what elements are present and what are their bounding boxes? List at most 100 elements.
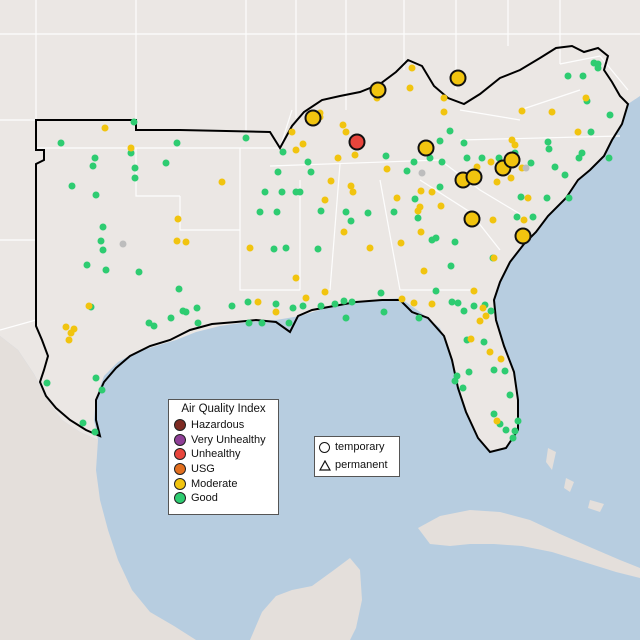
good-site-marker bbox=[79, 419, 87, 427]
moderate-site-marker bbox=[487, 158, 495, 166]
moderate-site-marker bbox=[406, 84, 414, 92]
circle-icon bbox=[319, 441, 330, 453]
no-data-site-marker bbox=[119, 240, 127, 248]
good-site-marker bbox=[99, 223, 107, 231]
good-site-marker bbox=[342, 208, 350, 216]
moderate-site-marker bbox=[351, 151, 359, 159]
moderate-site-marker bbox=[85, 302, 93, 310]
moderate-site-marker bbox=[410, 299, 418, 307]
moderate-site-marker bbox=[437, 202, 445, 210]
legend-row-good: Good bbox=[169, 491, 278, 506]
yucatan-land bbox=[250, 558, 362, 640]
mexico-land bbox=[0, 336, 196, 640]
good-site-marker bbox=[411, 195, 419, 203]
legend-label: USG bbox=[191, 463, 215, 476]
good-site-marker bbox=[414, 214, 422, 222]
good-site-marker bbox=[57, 139, 65, 147]
good-site-marker bbox=[317, 302, 325, 310]
good-site-marker bbox=[256, 208, 264, 216]
good-site-marker bbox=[314, 245, 322, 253]
good-site-marker bbox=[258, 319, 266, 327]
good-site-marker bbox=[605, 154, 613, 162]
good-site-marker bbox=[490, 410, 498, 418]
good-site-marker bbox=[272, 300, 280, 308]
good-site-marker bbox=[377, 289, 385, 297]
good-site-marker bbox=[273, 208, 281, 216]
good-site-marker bbox=[460, 307, 468, 315]
good-site-marker bbox=[194, 319, 202, 327]
good-site-marker bbox=[509, 434, 517, 442]
moderate-temporary-site-marker bbox=[503, 151, 521, 169]
good-site-marker bbox=[89, 162, 97, 170]
good-site-marker bbox=[410, 158, 418, 166]
good-site-marker bbox=[451, 238, 459, 246]
good-site-marker bbox=[578, 149, 586, 157]
good-site-marker bbox=[511, 427, 519, 435]
good-site-marker bbox=[545, 145, 553, 153]
good-site-marker bbox=[274, 168, 282, 176]
good-site-marker bbox=[340, 297, 348, 305]
good-site-marker bbox=[453, 372, 461, 380]
legend-label: permanent bbox=[335, 459, 388, 471]
moderate-site-marker bbox=[440, 108, 448, 116]
good-site-marker bbox=[514, 417, 522, 425]
moderate-temporary-site-marker bbox=[465, 168, 483, 186]
moderate-temporary-site-marker bbox=[514, 227, 532, 245]
good-site-marker bbox=[228, 302, 236, 310]
good-site-marker bbox=[91, 154, 99, 162]
legend-label: Moderate bbox=[191, 477, 238, 490]
bahamas-islands bbox=[546, 448, 604, 512]
moderate-site-marker bbox=[490, 254, 498, 262]
good-site-marker bbox=[506, 391, 514, 399]
moderate-site-marker bbox=[127, 144, 135, 152]
site-type-legend: temporary permanent bbox=[314, 436, 400, 477]
good-site-marker bbox=[245, 319, 253, 327]
good-site-marker bbox=[289, 304, 297, 312]
moderate-site-marker bbox=[398, 295, 406, 303]
good-site-marker bbox=[364, 209, 372, 217]
good-site-marker bbox=[543, 194, 551, 202]
moderate-site-marker bbox=[482, 312, 490, 320]
moderate-site-marker bbox=[254, 298, 262, 306]
good-site-marker bbox=[347, 217, 355, 225]
moderate-site-marker bbox=[292, 274, 300, 282]
good-site-marker bbox=[261, 188, 269, 196]
good-site-marker bbox=[470, 302, 478, 310]
moderate-site-marker bbox=[417, 228, 425, 236]
moderate-site-marker bbox=[467, 335, 475, 343]
good-site-marker bbox=[432, 234, 440, 242]
good-site-marker bbox=[487, 307, 495, 315]
good-site-marker bbox=[150, 322, 158, 330]
moderate-site-marker bbox=[489, 216, 497, 224]
moderate-site-marker bbox=[383, 165, 391, 173]
good-site-marker bbox=[478, 154, 486, 162]
moderate-site-marker bbox=[218, 178, 226, 186]
moderate-site-marker bbox=[470, 287, 478, 295]
moderate-site-marker bbox=[493, 417, 501, 425]
moderate-site-marker bbox=[288, 128, 296, 136]
moderate-site-marker bbox=[299, 140, 307, 148]
legend-row-hazardous: Hazardous bbox=[169, 418, 278, 433]
good-site-marker bbox=[193, 304, 201, 312]
good-site-marker bbox=[426, 154, 434, 162]
good-site-marker bbox=[513, 213, 521, 221]
good-site-marker bbox=[447, 262, 455, 270]
good-site-marker bbox=[448, 298, 456, 306]
moderate-site-marker bbox=[321, 196, 329, 204]
moderate-site-marker bbox=[246, 244, 254, 252]
good-site-marker bbox=[490, 366, 498, 374]
good-site-marker bbox=[459, 384, 467, 392]
moderate-temporary-site-marker bbox=[417, 139, 435, 157]
moderate-site-marker bbox=[366, 244, 374, 252]
moderate-site-marker bbox=[582, 94, 590, 102]
good-site-marker bbox=[83, 261, 91, 269]
moderate-site-marker bbox=[520, 216, 528, 224]
moderate-site-marker bbox=[101, 124, 109, 132]
moderate-site-marker bbox=[518, 107, 526, 115]
moderate-site-marker bbox=[440, 94, 448, 102]
moderate-site-marker bbox=[62, 323, 70, 331]
legend-label: temporary bbox=[335, 441, 385, 453]
moderate-site-marker bbox=[493, 178, 501, 186]
cuba-island bbox=[418, 510, 640, 578]
